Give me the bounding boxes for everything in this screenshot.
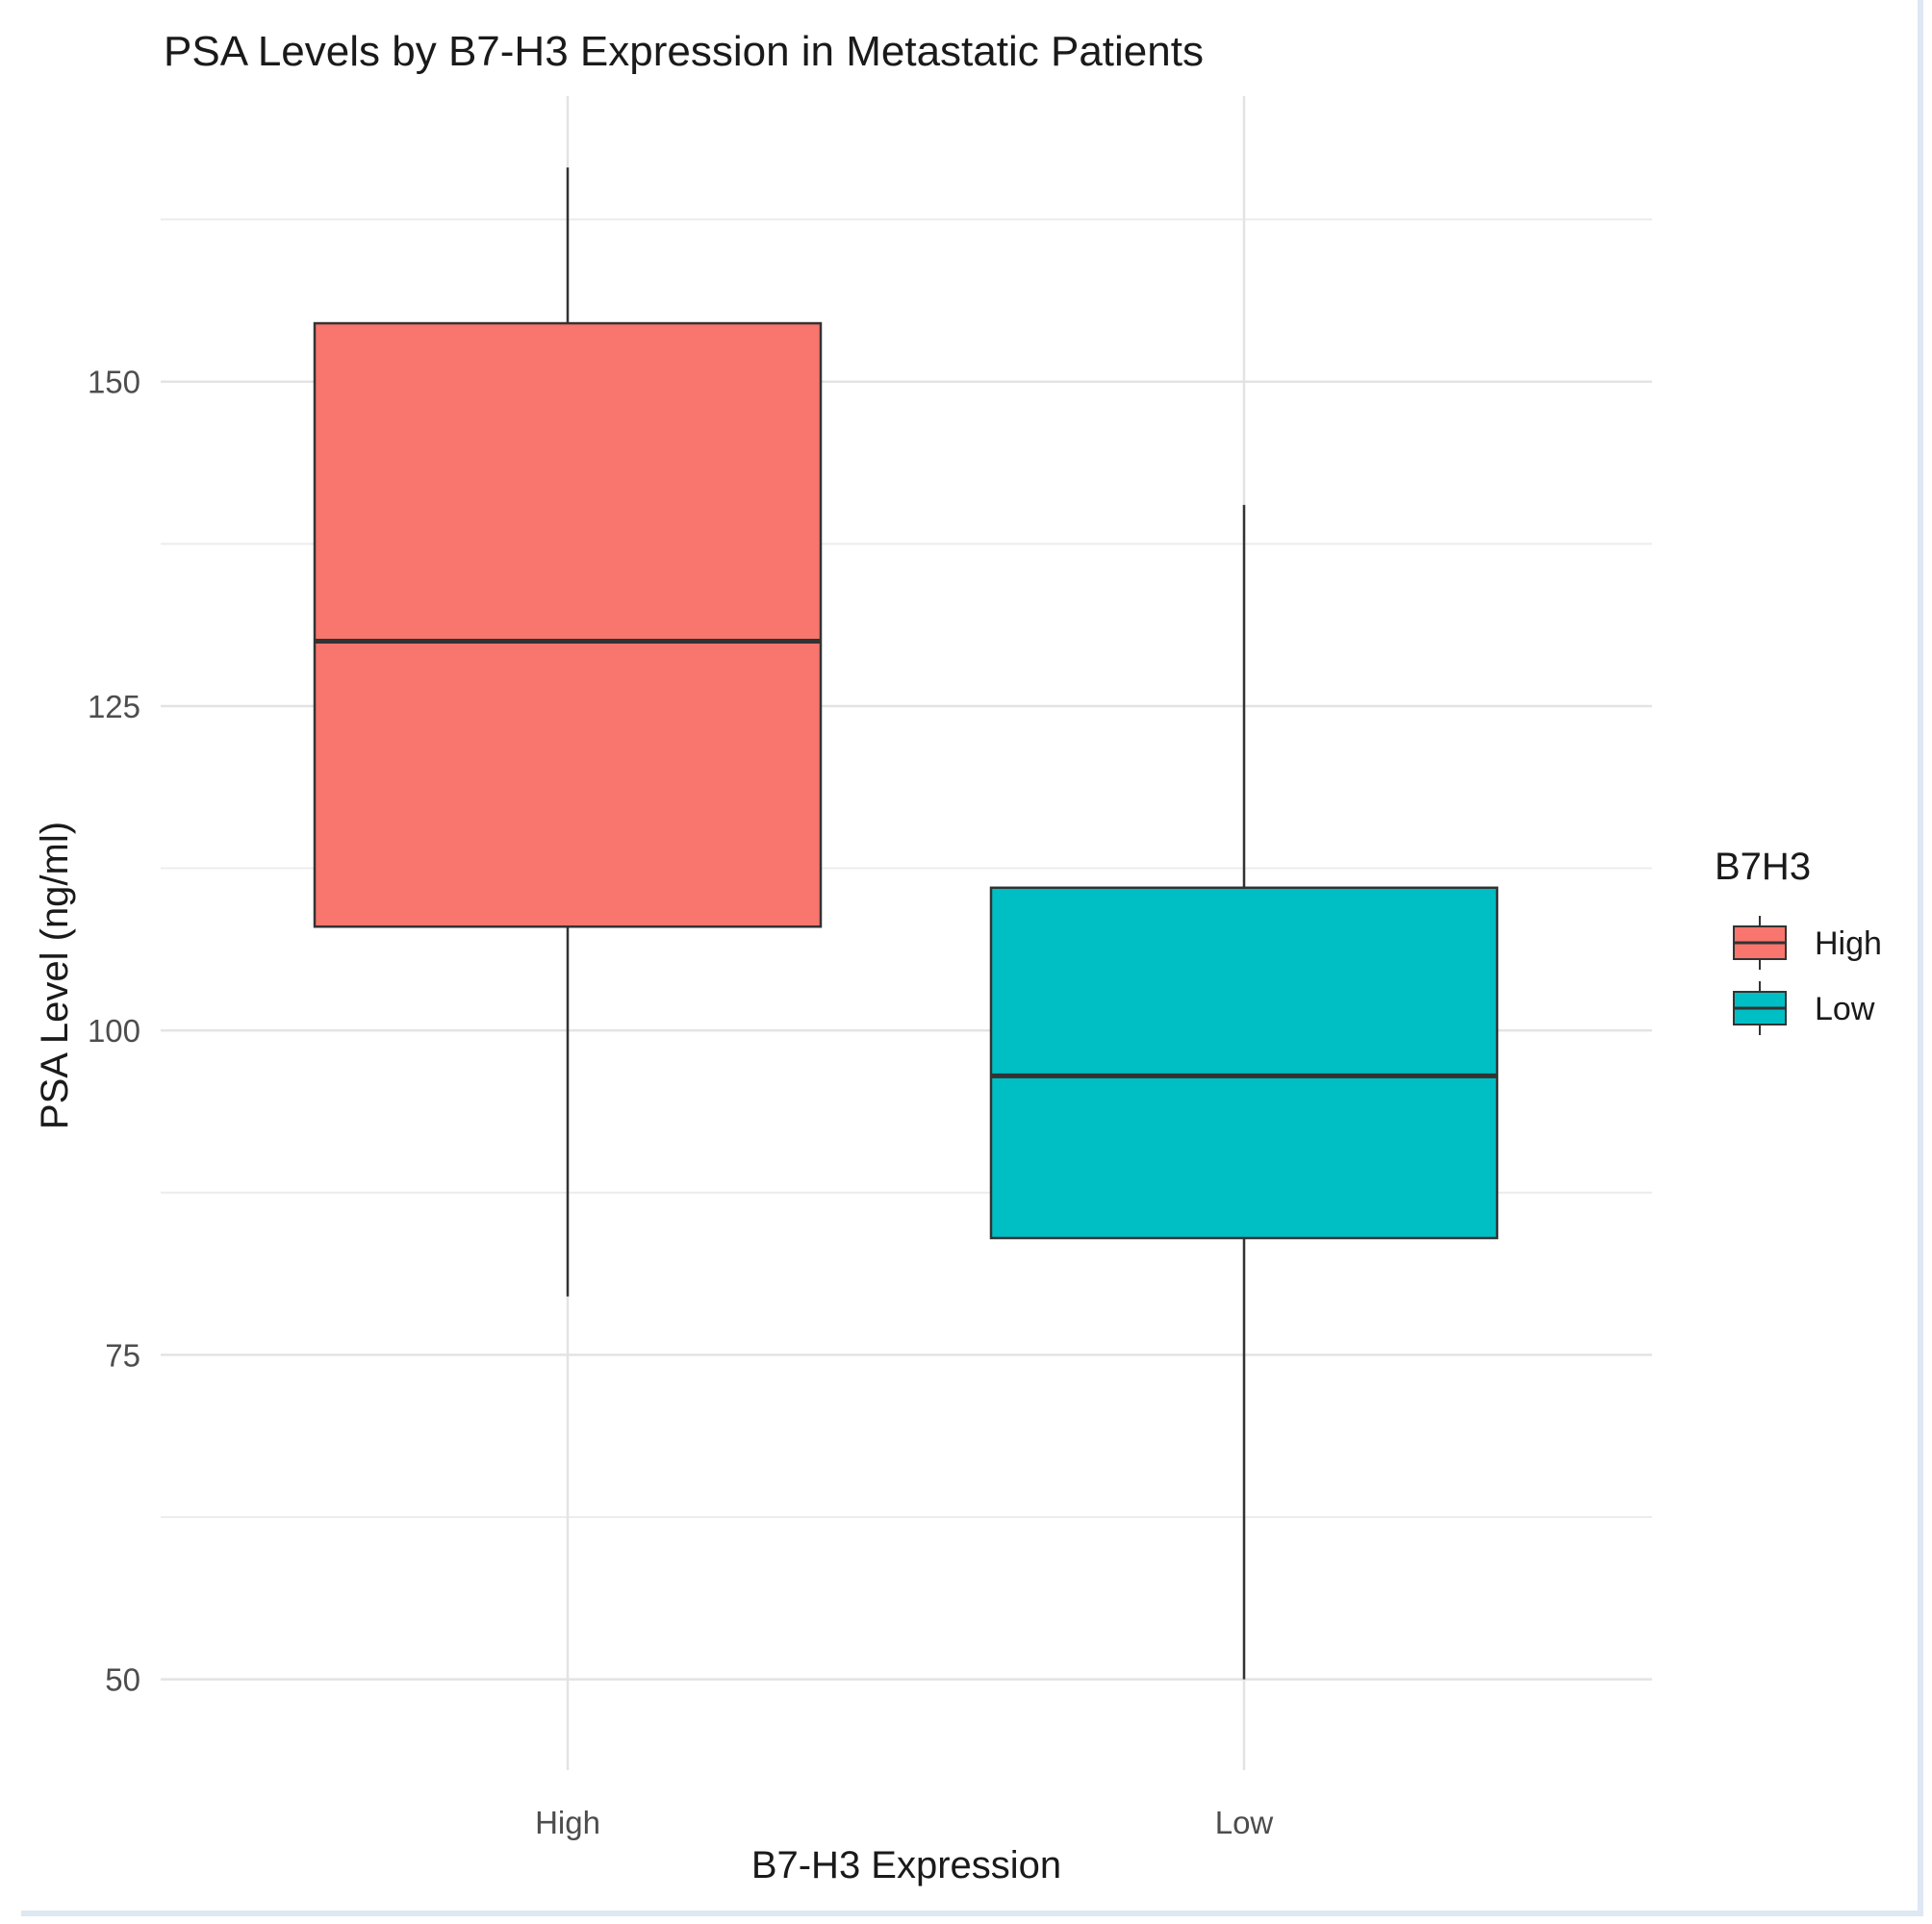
box-low (989, 504, 1499, 1680)
legend-entry-high: High (1733, 916, 1882, 970)
frame-border-bottom (21, 1911, 1923, 1916)
x-tick-label: High (535, 1805, 600, 1840)
y-tick-label: 150 (88, 365, 140, 400)
y-tick-label: 50 (105, 1662, 140, 1698)
y-tick-label: 75 (105, 1337, 140, 1373)
x-tick-label: Low (1215, 1805, 1274, 1840)
frame-border-right (1918, 0, 1923, 1916)
y-axis-title: PSA Level (ng/ml) (34, 822, 76, 1129)
box-rect (989, 886, 1499, 1240)
legend-label: High (1815, 925, 1882, 962)
box-rect (313, 321, 823, 928)
legend-label: Low (1815, 991, 1875, 1027)
legend-entries: High Low (1733, 916, 1882, 1035)
legend: B7H3 High Low (1715, 846, 1882, 1035)
tick-labels: 50 75 100 125 150 High Low (88, 365, 1273, 1840)
boxes (313, 167, 1499, 1680)
y-tick-label: 100 (88, 1013, 140, 1049)
chart-title: PSA Levels by B7-H3 Expression in Metast… (164, 28, 1204, 75)
x-axis-title: B7-H3 Expression (751, 1844, 1061, 1886)
box-high (313, 167, 823, 1297)
y-tick-label: 125 (88, 689, 140, 724)
legend-entry-low: Low (1733, 981, 1875, 1035)
legend-title: B7H3 (1715, 846, 1811, 888)
